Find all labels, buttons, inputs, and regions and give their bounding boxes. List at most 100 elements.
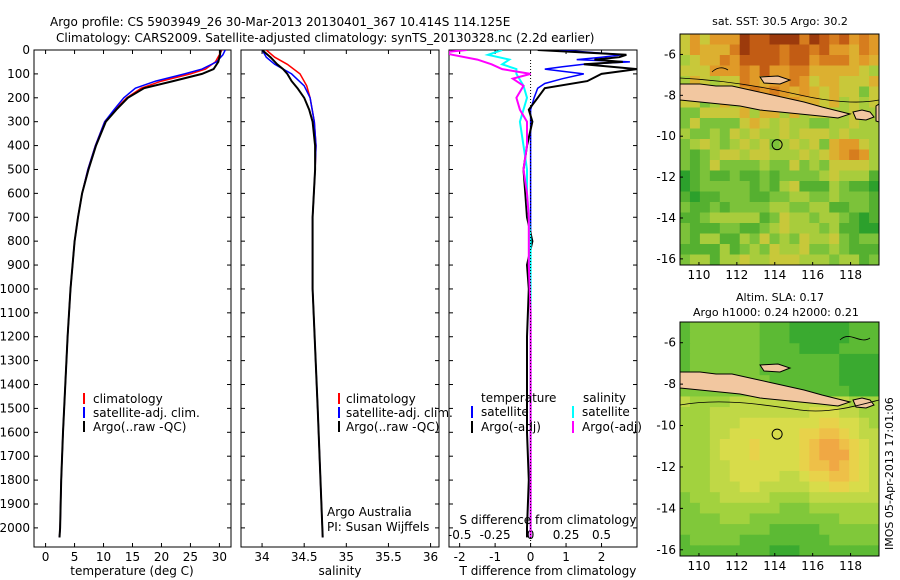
heatmap-cell [829,353,840,366]
heatmap-cell [789,202,800,214]
heatmap-cell [769,492,781,504]
heatmap-cell [789,449,800,461]
heatmap-cell [819,343,830,355]
heatmap-cell [680,332,691,344]
sla-x-axis: 110 112 114 116 118 [687,553,862,573]
heatmap-cell [739,34,751,46]
heatmap-cell [779,481,791,493]
credit-line1: Argo Australia [327,505,412,519]
heatmap-cell [739,149,751,161]
heatmap-cell [869,181,879,193]
heatmap-cell [819,44,830,56]
heatmap-cell [699,244,711,256]
map-y-tick-label: -8 [664,88,676,102]
heatmap-cell [869,322,879,334]
heatmap-cell [849,470,860,483]
heatmap-cell [869,128,879,140]
heatmap-cell [859,449,870,461]
heatmap-cell [819,118,830,130]
heatmap-cell [689,502,701,515]
heatmap-cell [739,343,751,355]
heatmap-cell [859,97,870,109]
depth-tick-label: 1600 [0,425,30,439]
heatmap-cell [819,385,830,398]
heatmap-cell [729,439,741,451]
heatmap-cell [819,149,830,161]
heatmap-cell [769,481,781,493]
heatmap-cell [799,513,810,525]
heatmap-cell [849,545,860,556]
tdiff-xlabel: T difference from climatology [459,564,637,578]
heatmap-cell [819,128,830,140]
heatmap-cell [789,524,800,536]
heatmap-cell [869,254,879,265]
heatmap-cell [680,524,691,536]
heatmap-cell [869,118,879,130]
heatmap-cell [849,375,860,387]
heatmap-cell [799,428,810,440]
heatmap-cell [689,417,701,429]
heatmap-cell [809,428,820,440]
heatmap-cell [839,343,850,355]
heatmap-cell [779,502,791,515]
heatmap-cell [869,191,879,203]
heatmap-cell [779,223,791,235]
heatmap-cell [789,417,800,429]
heatmap-cell [749,212,761,224]
heatmap-cell [819,139,830,151]
heatmap-cell [680,407,691,419]
heatmap-cell [739,481,751,493]
heatmap-cell [819,244,830,256]
heatmap-cell [819,322,830,334]
heatmap-cell [739,470,751,483]
heatmap-cell [719,170,731,182]
heatmap-cell [789,364,800,376]
heatmap-cell [859,86,870,98]
sst-contour-2 [711,67,729,73]
heatmap-cell [739,332,751,344]
heatmap-cell [709,353,721,366]
heatmap-cell [789,233,800,245]
heatmap-cell [809,332,820,344]
sst-argo-marker [771,139,783,151]
heatmap-cell [829,170,840,182]
heatmap-cell [729,118,741,130]
heatmap-cell [689,118,701,130]
heatmap-cell [719,470,731,483]
x-tick-label: 0.5 [592,528,611,542]
heatmap-cell [689,385,701,398]
heatmap-cell [779,202,791,214]
heatmap-cell [769,86,781,98]
heatmap-cell [759,118,771,130]
heatmap-cell [739,428,751,440]
heatmap-cell [809,55,820,67]
series-climatology [58,50,223,538]
heatmap-cell [789,407,800,419]
heatmap-cell [699,534,711,546]
heatmap-cell [769,407,781,419]
sla-argo-marker [771,428,783,440]
heatmap-cell [829,385,840,398]
heatmap-cell [839,118,850,130]
heatmap-cell [739,417,751,429]
heatmap-cell [789,55,800,67]
heatmap-cell [729,254,741,265]
heatmap-cell [859,139,870,151]
heatmap-cell [689,481,701,493]
heatmap-cell [729,223,741,235]
heatmap-cell [749,513,761,525]
heatmap-cell [789,191,800,203]
heatmap-cell [819,481,830,493]
heatmap-cell [719,449,731,461]
heatmap-cell [869,212,879,224]
heatmap-cell [769,118,781,130]
heatmap-cell [869,513,879,525]
heatmap-cell [680,254,691,265]
heatmap-cell [729,428,741,440]
heatmap-cell [680,481,691,493]
heatmap-cell [789,343,800,355]
x-tick-label: 25 [183,550,198,564]
heatmap-cell [819,202,830,214]
heatmap-cell [749,545,761,556]
heatmap-cell [709,160,721,172]
